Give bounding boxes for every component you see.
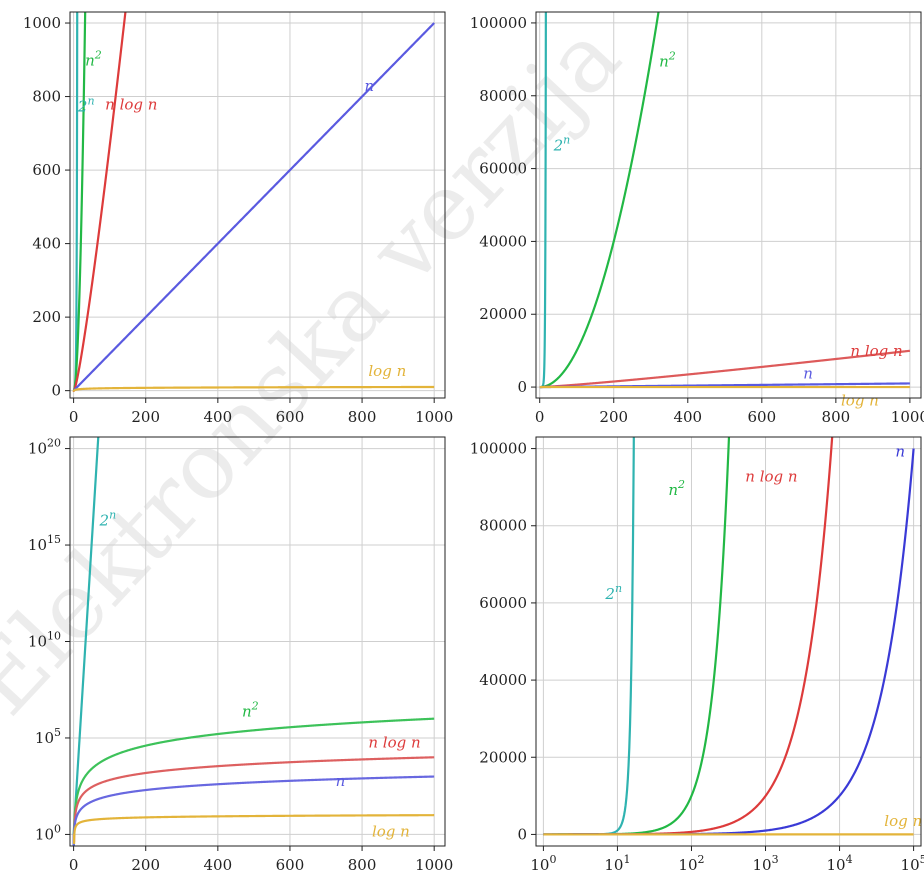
x-tick-label: 600 xyxy=(276,408,305,426)
x-tick-label: 1000 xyxy=(415,856,453,874)
series-label: n2 xyxy=(659,50,676,71)
plot-frame xyxy=(535,436,922,847)
series-label: n log n xyxy=(850,342,902,360)
y-tick-label: 400 xyxy=(32,235,61,253)
series-line-nlogn xyxy=(72,756,435,843)
x-tick-label: 800 xyxy=(348,856,377,874)
chart-panel-1: 0 200 400 600 800 1000 0 200 400 600 800 1000 2n n2 n … xyxy=(23,11,453,426)
x-tick-label: 0 xyxy=(535,408,545,426)
x-tick-label: 100 xyxy=(530,853,556,874)
y-tick-label: 60000 xyxy=(479,160,527,178)
x-tick-label: 800 xyxy=(822,408,851,426)
y-tick-label: 100000 xyxy=(470,440,527,458)
series-label: n log n xyxy=(368,734,420,752)
x-tick-label: 1000 xyxy=(415,408,453,426)
series-line-nlogn xyxy=(539,349,911,389)
series-label: log n xyxy=(372,822,410,840)
series-line-log xyxy=(72,814,435,844)
y-tick-label: 100 xyxy=(35,822,61,843)
series-label: n2 xyxy=(242,700,259,721)
x-tick-label: 200 xyxy=(131,408,160,426)
series-label: 2n xyxy=(99,509,117,530)
plot-frame xyxy=(69,436,446,847)
y-tick-label: 60000 xyxy=(479,594,527,612)
chart-panel-4: 100 101 102 103 104 105 0 20000 40000 60000 80000 1… xyxy=(470,436,924,874)
plot-frame xyxy=(535,11,922,399)
series-label: n log n xyxy=(745,467,797,485)
x-tick-label: 105 xyxy=(901,853,924,874)
y-tick-label: 0 xyxy=(51,382,61,400)
series-line-log xyxy=(72,385,435,392)
x-tick-label: 800 xyxy=(348,408,377,426)
series-label: 2n xyxy=(604,582,622,603)
y-tick-label: 40000 xyxy=(479,671,527,689)
series-line-sq xyxy=(72,717,435,846)
series-line-exp2 xyxy=(72,437,100,835)
x-tick-label: 101 xyxy=(604,853,630,874)
y-tick-label: 1015 xyxy=(28,533,61,554)
y-tick-label: 80000 xyxy=(479,517,527,535)
series-label: log n xyxy=(884,812,922,830)
x-tick-label: 102 xyxy=(678,853,704,874)
series-line-lin xyxy=(543,448,915,836)
x-tick-label: 600 xyxy=(747,408,776,426)
x-tick-label: 104 xyxy=(827,853,853,874)
y-tick-label: 80000 xyxy=(479,87,527,105)
series-label: 2n xyxy=(77,94,95,115)
y-tick-label: 0 xyxy=(517,825,527,843)
series-line-sq xyxy=(539,12,660,389)
series-line-sq xyxy=(72,12,87,392)
x-tick-label: 1000 xyxy=(891,408,924,426)
x-tick-label: 400 xyxy=(204,408,233,426)
y-tick-label: 105 xyxy=(35,726,61,747)
series-label: n log n xyxy=(105,95,157,113)
chart-panel-2: 0 200 400 600 800 1000 0 20000 40000 60000 80000 10… xyxy=(470,11,924,426)
y-tick-label: 40000 xyxy=(479,232,527,250)
series-label: n2 xyxy=(668,478,685,499)
series-label: log n xyxy=(368,362,406,380)
y-tick-label: 600 xyxy=(32,161,61,179)
x-tick-label: 0 xyxy=(69,408,79,426)
y-tick-label: 20000 xyxy=(479,748,527,766)
x-tick-label: 0 xyxy=(69,856,79,874)
x-tick-label: 400 xyxy=(204,856,233,874)
series-label: n xyxy=(803,365,813,383)
x-tick-label: 200 xyxy=(131,856,160,874)
series-label: n xyxy=(895,442,905,460)
y-tick-label: 100000 xyxy=(470,14,527,32)
series-label: n xyxy=(364,77,374,95)
y-tick-label: 20000 xyxy=(479,305,527,323)
y-tick-label: 200 xyxy=(32,308,61,326)
y-tick-label: 1020 xyxy=(28,437,61,458)
series-label: log n xyxy=(841,391,879,409)
y-tick-label: 0 xyxy=(517,378,527,396)
x-tick-label: 200 xyxy=(599,408,628,426)
series-label: n xyxy=(336,772,346,790)
series-line-lin xyxy=(72,22,435,392)
series-line-nlogn xyxy=(72,12,127,392)
x-tick-label: 103 xyxy=(752,853,778,874)
plot-frame xyxy=(69,11,446,399)
y-tick-label: 800 xyxy=(32,88,61,106)
x-tick-label: 600 xyxy=(276,856,305,874)
x-tick-label: 400 xyxy=(673,408,702,426)
chart-panel-3: 0 200 400 600 800 1000 100 105 1010 1015 1020 2n n2 n… xyxy=(28,436,453,874)
y-tick-label: 1000 xyxy=(23,14,61,32)
series-label: 2n xyxy=(553,133,571,154)
series-label: n2 xyxy=(85,48,102,69)
y-tick-label: 1010 xyxy=(28,630,61,651)
series-line-lin xyxy=(72,775,435,846)
